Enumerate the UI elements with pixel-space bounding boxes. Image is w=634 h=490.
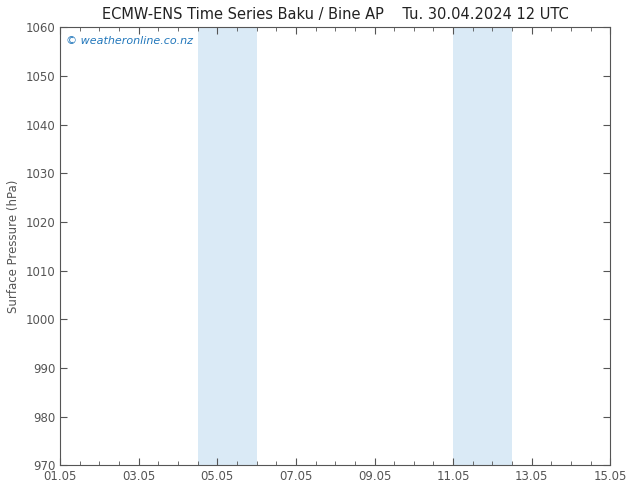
Bar	[453, 27, 512, 465]
Text: © weatheronline.co.nz: © weatheronline.co.nz	[65, 36, 193, 46]
Y-axis label: Surface Pressure (hPa): Surface Pressure (hPa)	[7, 179, 20, 313]
Title: ECMW-ENS Time Series Baku / Bine AP    Tu. 30.04.2024 12 UTC: ECMW-ENS Time Series Baku / Bine AP Tu. …	[102, 7, 569, 22]
Bar	[198, 27, 257, 465]
